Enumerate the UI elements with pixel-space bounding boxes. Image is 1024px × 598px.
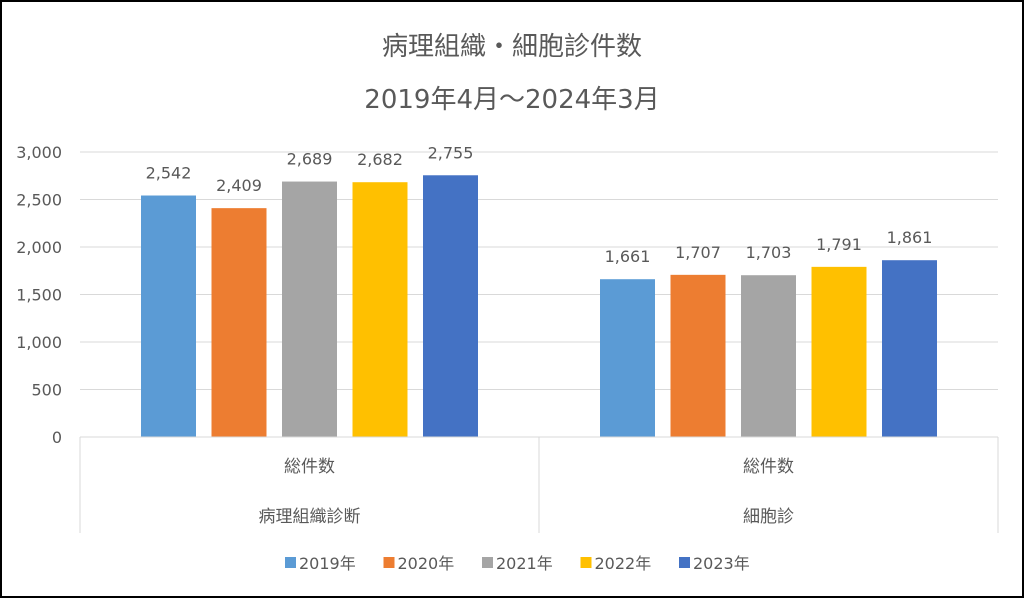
data-label: 1,703 xyxy=(746,243,792,262)
legend-swatch xyxy=(482,557,493,568)
data-label: 2,409 xyxy=(216,176,262,195)
bar-2020年 xyxy=(670,274,726,437)
legend-swatch xyxy=(679,557,690,568)
x-category-label: 総件数 xyxy=(743,457,794,477)
y-tick-label: 2,000 xyxy=(16,238,62,257)
y-tick-label: 1,000 xyxy=(16,333,62,352)
chart-title: 病理組織・細胞診件数 xyxy=(382,32,642,62)
chart-subtitle: 2019年4月～2024年3月 xyxy=(364,85,659,115)
bar-2019年 xyxy=(600,279,655,437)
legend-swatch xyxy=(580,557,592,568)
data-label: 1,707 xyxy=(675,243,721,262)
bar-2023年 xyxy=(423,175,478,437)
data-label: 1,861 xyxy=(887,228,933,247)
data-label: 2,682 xyxy=(357,150,403,169)
x-category-label: 総件数 xyxy=(284,457,335,477)
legend-label: 2021年 xyxy=(496,554,553,573)
legend-item: 2023年 xyxy=(679,554,750,573)
legend-label: 2022年 xyxy=(595,554,652,573)
bar-2021年 xyxy=(282,181,337,437)
x-group-label: 病理組織診断 xyxy=(259,507,361,527)
legend-label: 2019年 xyxy=(299,554,356,573)
bar-2019年 xyxy=(141,195,196,437)
y-tick-label: 2,500 xyxy=(16,191,62,210)
legend-item: 2021年 xyxy=(482,554,553,573)
legend-swatch xyxy=(383,557,395,568)
bar-2020年 xyxy=(211,208,267,437)
y-tick-label: 500 xyxy=(31,381,62,400)
y-tick-label: 0 xyxy=(52,428,62,447)
legend-swatch xyxy=(285,557,296,568)
bar-2021年 xyxy=(741,275,796,437)
data-label: 1,791 xyxy=(816,235,862,254)
bar-2023年 xyxy=(882,260,937,437)
legend-label: 2023年 xyxy=(693,554,750,573)
x-group-label: 細胞診 xyxy=(743,507,794,527)
y-tick-label: 3,000 xyxy=(16,143,62,162)
y-tick-label: 1,500 xyxy=(16,286,62,305)
bar-2022年 xyxy=(811,266,867,437)
legend-item: 2020年 xyxy=(383,554,455,573)
data-label: 2,542 xyxy=(146,164,192,183)
data-label: 2,689 xyxy=(287,150,333,169)
data-label: 1,661 xyxy=(605,247,651,266)
legend-label: 2020年 xyxy=(398,554,455,573)
legend-item: 2022年 xyxy=(580,554,652,573)
data-label: 2,755 xyxy=(428,143,474,162)
bar-2022年 xyxy=(352,182,408,437)
legend-item: 2019年 xyxy=(285,554,356,573)
